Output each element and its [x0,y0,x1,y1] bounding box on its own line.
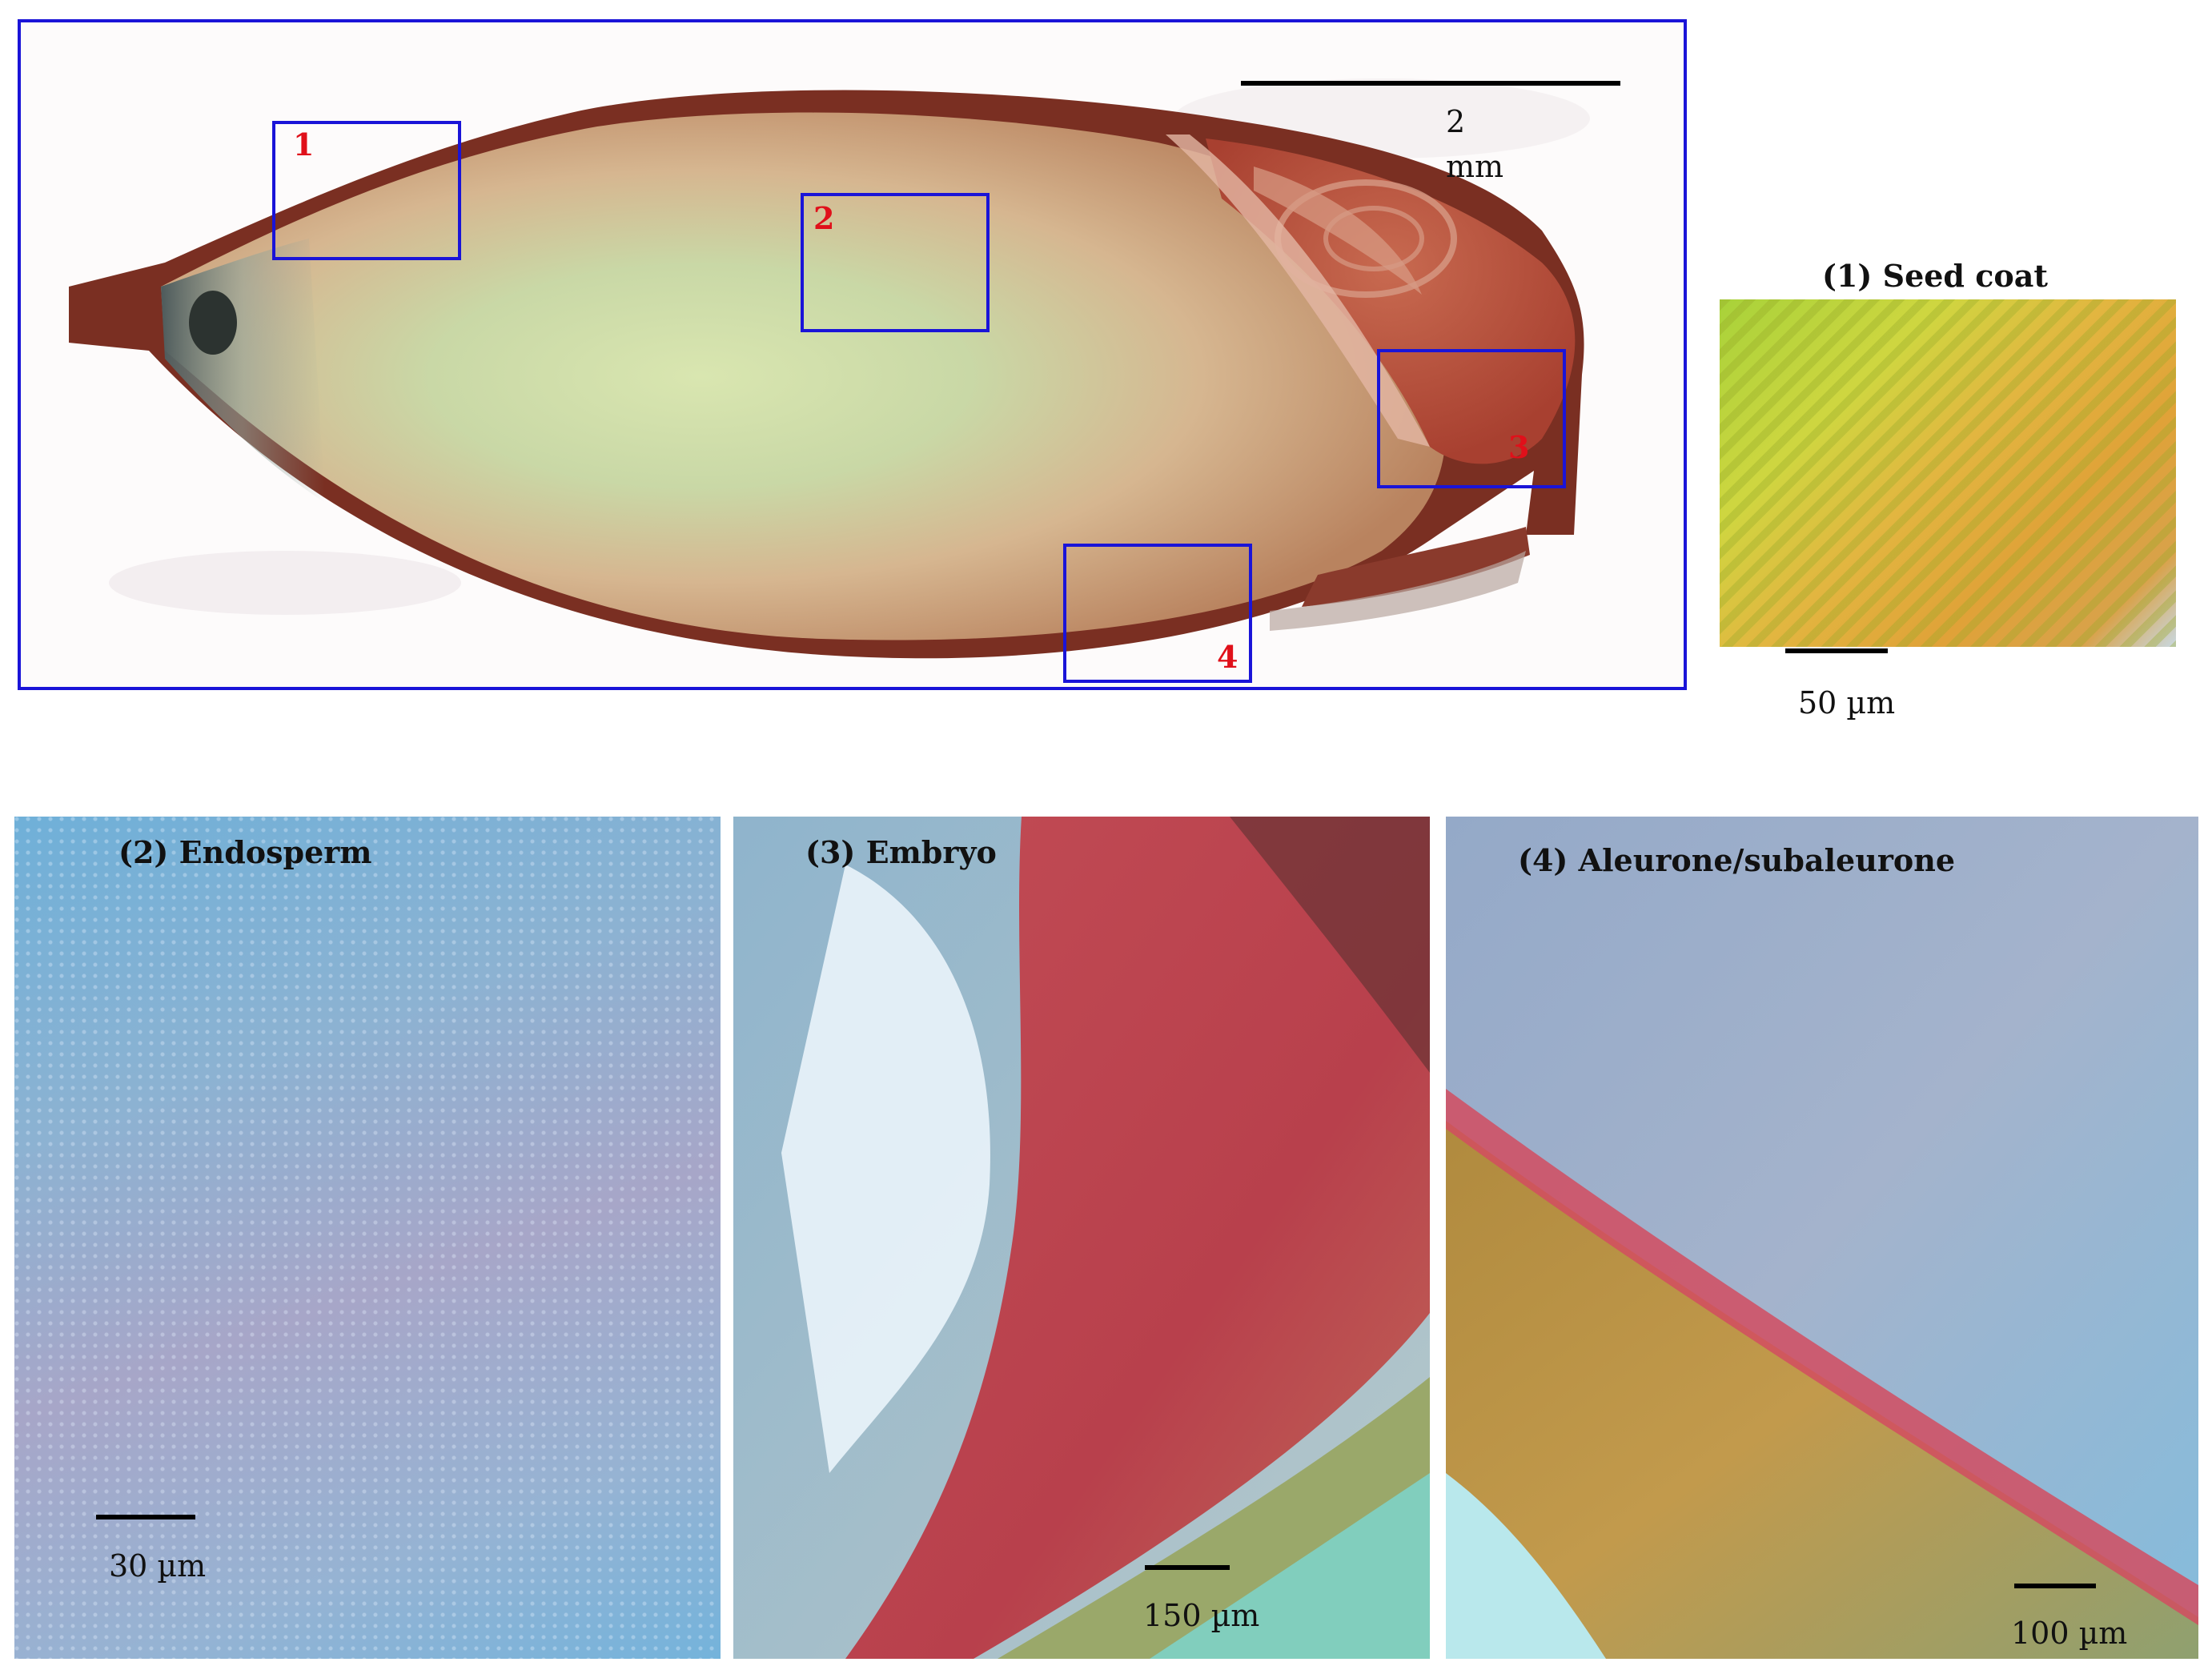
embryo-image [733,817,1430,1659]
seed-coat-title: (1) Seed coat [1822,258,2048,294]
region-box-3 [1377,349,1566,488]
aleurone-scale-bar [2014,1584,2096,1588]
aleurone-micrograph: (4) Aleurone/subaleurone 100 µm [1446,817,2198,1659]
seed-coat-scale-label: 50 µm [1798,685,1896,721]
endosperm-micrograph: (2) Endosperm 30 µm [14,817,721,1659]
seed-coat-micrograph [1720,299,2176,647]
seed-overview-frame: 2 mm 1 2 3 4 [18,19,1687,690]
aleurone-title: (4) Aleurone/subaleurone [1518,842,1956,878]
seed-section-image [69,78,1620,659]
region-box-1 [272,121,461,260]
overview-scale-number: 2 [1446,104,1466,139]
seed-coat-scale-bar [1785,648,1888,653]
region-label-4: 4 [1217,639,1238,675]
region-box-4 [1063,544,1252,683]
aleurone-image [1446,817,2198,1659]
region-label-2: 2 [813,200,835,236]
region-label-3: 3 [1508,429,1530,465]
endosperm-scale-bar [96,1515,195,1519]
endosperm-scale-label: 30 µm [109,1548,207,1584]
overview-scale-unit: mm [1446,149,1504,184]
region-label-1: 1 [293,126,315,163]
aleurone-scale-label: 100 µm [2011,1616,2128,1651]
embryo-micrograph: (3) Embryo 150 µm [733,817,1430,1659]
embryo-scale-bar [1145,1565,1230,1570]
embryo-title: (3) Embryo [805,834,997,870]
endosperm-title: (2) Endosperm [118,834,372,870]
embryo-scale-label: 150 µm [1143,1598,1260,1633]
region-box-2 [801,193,990,332]
